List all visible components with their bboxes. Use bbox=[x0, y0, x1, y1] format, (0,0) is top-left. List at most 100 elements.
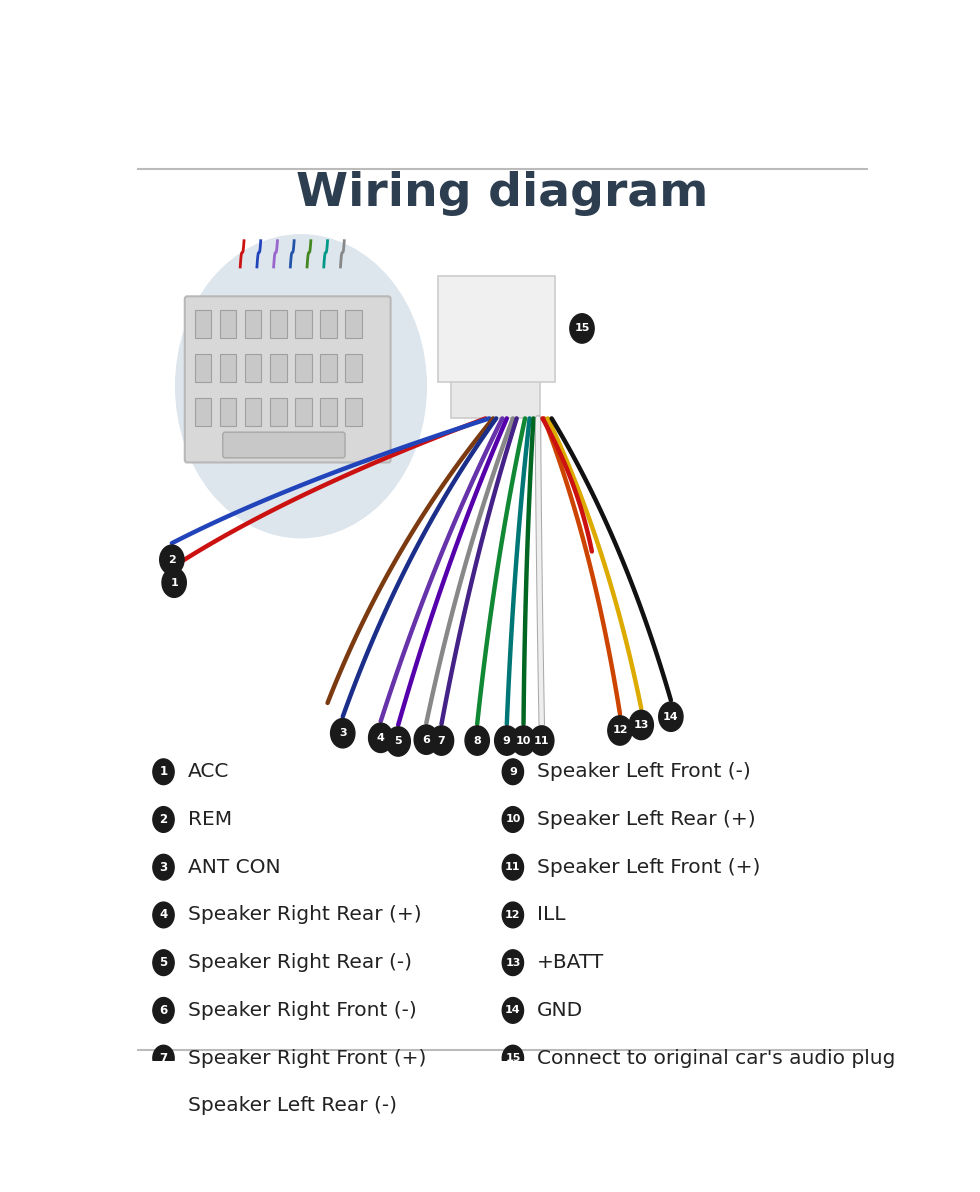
FancyBboxPatch shape bbox=[451, 380, 540, 418]
Bar bbox=[270, 398, 286, 426]
Bar bbox=[295, 354, 312, 381]
Circle shape bbox=[503, 807, 523, 832]
Text: Speaker Right Rear (+): Speaker Right Rear (+) bbox=[188, 906, 421, 925]
Circle shape bbox=[153, 1045, 174, 1070]
Text: 8: 8 bbox=[473, 735, 481, 745]
Text: 7: 7 bbox=[160, 1051, 168, 1064]
Circle shape bbox=[512, 726, 536, 756]
Text: 14: 14 bbox=[663, 712, 679, 721]
Bar bbox=[295, 310, 312, 337]
Text: 9: 9 bbox=[509, 766, 516, 777]
Bar bbox=[319, 310, 337, 337]
Bar bbox=[295, 398, 312, 426]
Text: 3: 3 bbox=[160, 861, 168, 874]
Bar bbox=[245, 398, 262, 426]
Text: 2: 2 bbox=[160, 813, 168, 826]
Text: Speaker Left Rear (-): Speaker Left Rear (-) bbox=[188, 1097, 397, 1116]
Circle shape bbox=[529, 726, 554, 756]
Text: 6: 6 bbox=[160, 1004, 168, 1017]
Bar bbox=[245, 310, 262, 337]
Text: REM: REM bbox=[188, 811, 232, 828]
Text: 8: 8 bbox=[160, 1099, 168, 1112]
Circle shape bbox=[153, 807, 174, 832]
Circle shape bbox=[429, 726, 454, 756]
Text: 1: 1 bbox=[160, 765, 168, 778]
Text: 15: 15 bbox=[574, 323, 590, 334]
Text: GND: GND bbox=[537, 1001, 583, 1020]
Text: Speaker Right Front (-): Speaker Right Front (-) bbox=[188, 1001, 416, 1020]
Text: 13: 13 bbox=[633, 720, 649, 730]
Text: Connect to original car's audio plug: Connect to original car's audio plug bbox=[537, 1049, 896, 1068]
Text: 11: 11 bbox=[505, 862, 520, 873]
Circle shape bbox=[659, 702, 683, 732]
Circle shape bbox=[153, 950, 174, 975]
Circle shape bbox=[153, 998, 174, 1023]
FancyBboxPatch shape bbox=[438, 277, 556, 381]
FancyBboxPatch shape bbox=[185, 297, 391, 462]
Bar bbox=[270, 354, 286, 381]
Bar bbox=[220, 354, 236, 381]
Bar bbox=[345, 398, 362, 426]
Circle shape bbox=[153, 1093, 174, 1119]
Circle shape bbox=[503, 759, 523, 784]
Text: 2: 2 bbox=[168, 554, 175, 565]
Text: 11: 11 bbox=[534, 735, 550, 745]
Circle shape bbox=[569, 313, 594, 343]
Circle shape bbox=[503, 1045, 523, 1070]
Text: Speaker Right Rear (-): Speaker Right Rear (-) bbox=[188, 954, 412, 973]
Circle shape bbox=[368, 724, 393, 752]
Text: 12: 12 bbox=[505, 909, 520, 920]
Circle shape bbox=[495, 726, 519, 756]
Text: ACC: ACC bbox=[188, 762, 229, 781]
Text: 10: 10 bbox=[506, 814, 520, 825]
Text: Wiring diagram: Wiring diagram bbox=[296, 170, 709, 216]
Circle shape bbox=[503, 855, 523, 880]
Text: Speaker Left Front (-): Speaker Left Front (-) bbox=[537, 762, 751, 781]
Text: 3: 3 bbox=[339, 728, 347, 738]
Bar bbox=[345, 354, 362, 381]
Circle shape bbox=[608, 715, 632, 745]
Text: 13: 13 bbox=[506, 957, 520, 968]
Bar bbox=[220, 398, 236, 426]
Bar bbox=[245, 354, 262, 381]
Circle shape bbox=[629, 710, 654, 739]
Circle shape bbox=[503, 998, 523, 1023]
Circle shape bbox=[160, 545, 184, 575]
Bar bbox=[270, 310, 286, 337]
Text: 1: 1 bbox=[171, 578, 178, 588]
Text: 4: 4 bbox=[160, 908, 168, 921]
Circle shape bbox=[162, 569, 186, 597]
Circle shape bbox=[466, 726, 489, 756]
Text: Speaker Left Rear (+): Speaker Left Rear (+) bbox=[537, 811, 756, 828]
Text: +BATT: +BATT bbox=[537, 954, 605, 973]
Text: 15: 15 bbox=[506, 1053, 520, 1063]
Circle shape bbox=[153, 855, 174, 880]
Text: ANT CON: ANT CON bbox=[188, 858, 280, 876]
Text: 4: 4 bbox=[376, 733, 385, 743]
Text: 14: 14 bbox=[505, 1005, 520, 1016]
Text: 7: 7 bbox=[438, 735, 445, 745]
Circle shape bbox=[386, 727, 411, 756]
Bar bbox=[319, 398, 337, 426]
Text: 10: 10 bbox=[515, 735, 531, 745]
Text: 9: 9 bbox=[503, 735, 511, 745]
Bar bbox=[195, 354, 212, 381]
Bar bbox=[345, 310, 362, 337]
Circle shape bbox=[415, 725, 438, 755]
Circle shape bbox=[153, 902, 174, 927]
Bar bbox=[195, 398, 212, 426]
Circle shape bbox=[503, 950, 523, 975]
Bar bbox=[319, 354, 337, 381]
Circle shape bbox=[503, 902, 523, 927]
Circle shape bbox=[330, 719, 355, 747]
Text: 5: 5 bbox=[394, 737, 402, 746]
Text: Speaker Left Front (+): Speaker Left Front (+) bbox=[537, 858, 760, 876]
Text: Speaker Right Front (+): Speaker Right Front (+) bbox=[188, 1049, 426, 1068]
FancyBboxPatch shape bbox=[222, 433, 345, 458]
Circle shape bbox=[153, 759, 174, 784]
Text: 5: 5 bbox=[160, 956, 168, 969]
Text: 6: 6 bbox=[422, 734, 430, 745]
Circle shape bbox=[175, 235, 426, 538]
Text: 12: 12 bbox=[612, 726, 628, 735]
Text: ILL: ILL bbox=[537, 906, 565, 925]
